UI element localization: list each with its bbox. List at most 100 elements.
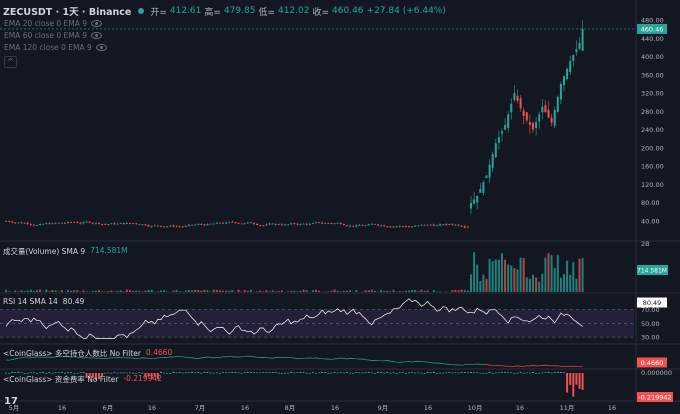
volume-bar	[556, 254, 559, 292]
funding-bar	[243, 372, 246, 373]
candle-body	[420, 224, 423, 226]
volume-bar	[268, 291, 271, 292]
volume-bar	[460, 289, 463, 292]
candle-body	[175, 226, 178, 228]
eye-icon[interactable]	[95, 44, 107, 51]
candle-body	[163, 226, 166, 228]
candle-body	[259, 225, 262, 226]
candle-body	[575, 48, 578, 53]
candle-body	[129, 223, 131, 225]
funding-bar	[104, 372, 107, 374]
low-label: 低=	[258, 7, 275, 18]
volume-bar	[404, 290, 407, 292]
volume-bar	[463, 290, 466, 292]
symbol-title[interactable]: ZECUSDT · 1天 · Binance	[3, 7, 132, 18]
funding-bar	[175, 372, 178, 374]
funding-bar	[98, 373, 100, 380]
candle-body	[411, 226, 414, 228]
eye-icon[interactable]	[91, 32, 103, 39]
volume-value: 714.581M	[90, 246, 128, 255]
ema-60-legend[interactable]: EMA 60 close 0 EMA 9	[4, 31, 103, 40]
candle-body	[445, 223, 448, 225]
time-axis-label: 16	[331, 404, 339, 412]
funding-value-tag-label: -0.219942	[638, 394, 671, 402]
volume-bar	[8, 291, 11, 292]
funding-bar	[445, 372, 448, 374]
volume-bar	[426, 290, 429, 292]
funding-bar	[566, 373, 569, 393]
funding-bar	[76, 372, 79, 374]
volume-bar	[364, 290, 367, 292]
funding-bar	[426, 372, 429, 373]
price-tick-label: 40.00	[641, 218, 660, 226]
funding-bar	[553, 372, 556, 373]
candle-body	[535, 122, 538, 128]
candle-body	[510, 103, 513, 113]
candle-body	[401, 226, 404, 227]
volume-bar	[528, 278, 531, 292]
candle-body	[172, 225, 175, 227]
volume-bar	[54, 290, 57, 292]
candle-body	[197, 224, 200, 225]
funding-bar	[563, 372, 565, 373]
volume-legend[interactable]: 成交量(Volume) SMA 9 714.581M	[3, 246, 128, 257]
funding-bar	[277, 372, 280, 374]
volume-bar	[256, 291, 259, 292]
time-axis-label: 16	[516, 404, 524, 412]
volume-bar	[466, 290, 469, 292]
funding-bar	[460, 372, 463, 373]
collapse-legend-button[interactable]: ^	[4, 56, 17, 68]
funding-bar	[485, 372, 488, 374]
funding-bar	[466, 372, 469, 374]
candle-body	[581, 28, 584, 51]
candle-body	[516, 95, 519, 101]
symbol-header: ZECUSDT · 1天 · Binance 开= 412.61 高= 479.85…	[3, 4, 446, 18]
funding-bar	[240, 372, 243, 374]
funding-bar	[228, 372, 231, 374]
funding-bar	[559, 371, 562, 373]
funding-bar	[45, 372, 48, 374]
tradingview-logo[interactable]: 17	[4, 396, 18, 407]
funding-bar	[333, 372, 336, 373]
ema-20-legend[interactable]: EMA 20 close 0 EMA 9	[4, 19, 103, 28]
price-tick-label: 120.00	[641, 181, 664, 189]
volume-bar	[129, 289, 131, 292]
funding-bar	[194, 372, 197, 374]
candle-body	[215, 222, 218, 224]
volume-bar	[324, 291, 327, 292]
candle-body	[569, 61, 572, 73]
volume-bar	[212, 289, 215, 292]
funding-bar	[572, 373, 575, 397]
funding-bar	[172, 371, 175, 373]
candle-body	[70, 222, 73, 223]
candle-body	[104, 224, 107, 225]
funding-bar	[138, 372, 141, 374]
funding-bar	[274, 372, 277, 373]
candle-body	[144, 224, 147, 226]
volume-bar	[504, 259, 507, 292]
candle-body	[435, 225, 438, 227]
candle-body	[181, 226, 184, 228]
funding-bar	[296, 372, 299, 374]
candle-body	[426, 224, 429, 226]
low-value: 412.02	[277, 6, 310, 16]
candle-body	[392, 226, 395, 228]
candle-body	[327, 222, 330, 224]
funding-bar	[218, 372, 221, 374]
candle-body	[386, 226, 389, 228]
volume-bar	[479, 281, 482, 292]
candle-body	[113, 223, 116, 225]
ema-120-legend[interactable]: EMA 120 close 0 EMA 9	[4, 43, 107, 52]
candle-body	[482, 182, 485, 193]
funding-bar	[442, 372, 445, 374]
candle-body	[454, 224, 457, 226]
long-short-legend[interactable]: <CoinGlass> 多空持仓人数比 No Filter 0.4660	[3, 348, 172, 359]
eye-icon[interactable]	[91, 20, 103, 27]
funding-legend[interactable]: <CoinGlass> 资金费率 No Filter -0.219942	[3, 374, 162, 385]
candle-body	[169, 225, 172, 227]
volume-bar	[14, 290, 17, 292]
funding-bar	[178, 372, 181, 373]
rsi-legend[interactable]: RSI 14 SMA 14 80.49	[3, 297, 84, 306]
funding-bar	[94, 373, 97, 380]
candle-body	[442, 224, 445, 226]
